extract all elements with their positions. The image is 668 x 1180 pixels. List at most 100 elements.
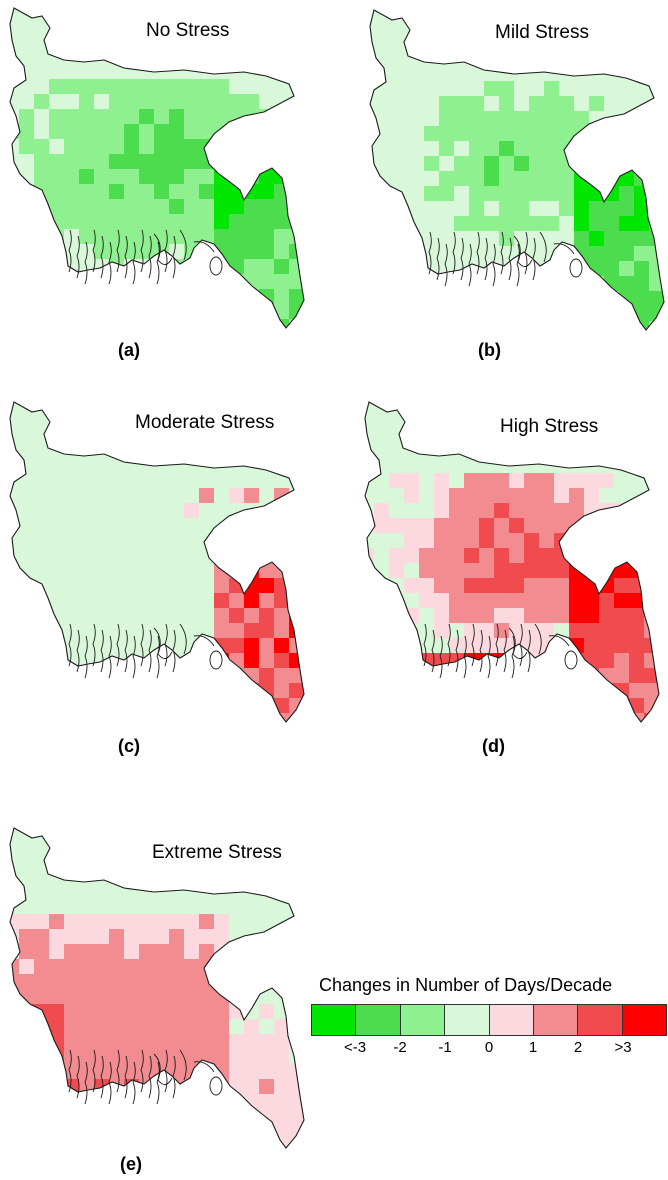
grid-cell — [124, 914, 140, 930]
grid-cell — [109, 109, 125, 125]
grid-cell — [229, 638, 245, 654]
grid-cell — [569, 458, 585, 474]
grid-cell — [259, 49, 275, 65]
grid-cell — [524, 698, 540, 714]
grid-cell — [629, 668, 645, 684]
grid-cell — [584, 473, 600, 489]
grid-cell — [154, 1094, 170, 1110]
grid-cell — [574, 111, 590, 127]
grid-cell — [19, 1064, 35, 1080]
grid-cell — [274, 259, 290, 275]
grid-cell — [259, 503, 275, 519]
coastline — [428, 231, 575, 287]
grid-cell — [49, 473, 65, 489]
grid-cell — [569, 683, 585, 699]
grid-cell — [184, 169, 200, 185]
grid-cell — [214, 154, 230, 170]
grid-cell — [229, 139, 245, 155]
grid-cell — [289, 683, 304, 699]
grid-cell — [499, 291, 515, 307]
grid-cell — [94, 974, 110, 990]
grid-cell — [109, 274, 125, 290]
grid-cell — [79, 244, 95, 260]
grid-cell — [199, 518, 215, 534]
grid-cell — [34, 1094, 50, 1110]
grid-cell — [634, 276, 650, 292]
grid-cell — [34, 259, 50, 275]
grid-cell — [19, 214, 35, 230]
grid-cell — [409, 21, 425, 37]
grid-cell — [139, 944, 155, 960]
grid-cell — [559, 186, 575, 202]
grid-cell — [499, 111, 515, 127]
grid-cell — [19, 1004, 35, 1020]
grid-cell — [49, 713, 65, 722]
grid-cell — [574, 51, 590, 67]
grid-cell — [289, 548, 304, 564]
grid-cell — [64, 1034, 80, 1050]
grid-cell — [199, 1064, 215, 1080]
grid-cell — [94, 608, 110, 624]
grid-cell — [389, 623, 405, 639]
grid-cell — [589, 291, 605, 307]
grid-cell — [259, 1004, 275, 1020]
grid-cell — [514, 126, 530, 142]
grid-cell — [499, 186, 515, 202]
grid-cell — [34, 959, 50, 975]
bangladesh-map-d — [364, 401, 660, 723]
grid-cell — [544, 276, 560, 292]
grid-cell — [94, 989, 110, 1005]
grid-cell — [370, 246, 380, 262]
grid-cell — [10, 944, 20, 960]
grid-cell — [469, 231, 485, 247]
grid-cell — [419, 638, 435, 654]
grid-cell — [544, 10, 560, 22]
grid-cell — [94, 402, 110, 414]
grid-cell — [34, 79, 50, 95]
grid-cell — [499, 96, 515, 112]
grid-cell — [644, 578, 659, 594]
grid-cell — [454, 21, 470, 37]
grid-cell — [259, 869, 275, 885]
grid-cells — [10, 402, 304, 722]
grid-cell — [229, 828, 245, 840]
panel-label: (b) — [478, 340, 501, 360]
grid-cell — [259, 169, 275, 185]
grid-cell — [79, 154, 95, 170]
grid-cell — [94, 34, 110, 50]
grid-cell — [184, 683, 200, 699]
grid-cell — [124, 214, 140, 230]
grid-cell — [484, 111, 500, 127]
grid-cell — [64, 244, 80, 260]
grid-cell — [539, 488, 555, 504]
grid-cell — [169, 1064, 185, 1080]
grid-cell — [559, 81, 575, 97]
grid-cell — [394, 306, 410, 322]
grid-cell — [259, 899, 275, 915]
grid-cell — [229, 959, 245, 975]
grid-cell — [539, 402, 555, 414]
grid-cell — [169, 1034, 185, 1050]
grid-cell — [49, 199, 65, 215]
grid-cell — [184, 653, 200, 669]
grid-cell — [599, 593, 615, 609]
grid-cell — [10, 899, 20, 915]
grid-cell — [494, 563, 510, 579]
legend-swatch — [622, 1005, 666, 1035]
grid-cell — [514, 51, 530, 67]
grid-cell — [499, 156, 515, 172]
grid-cell — [514, 201, 530, 217]
grid-cell — [49, 929, 65, 945]
grid-cell — [139, 488, 155, 504]
grid-cell — [449, 413, 465, 429]
grid-cell — [79, 169, 95, 185]
grid-cell — [259, 533, 275, 549]
grid-cell — [289, 518, 304, 534]
grid-cell — [79, 79, 95, 95]
grid-cell — [619, 201, 635, 217]
grid-cell — [109, 974, 125, 990]
legend-color-bar — [311, 1004, 667, 1036]
grid-cell — [464, 668, 480, 684]
grid-cell — [169, 94, 185, 110]
grid-cell — [289, 109, 304, 125]
